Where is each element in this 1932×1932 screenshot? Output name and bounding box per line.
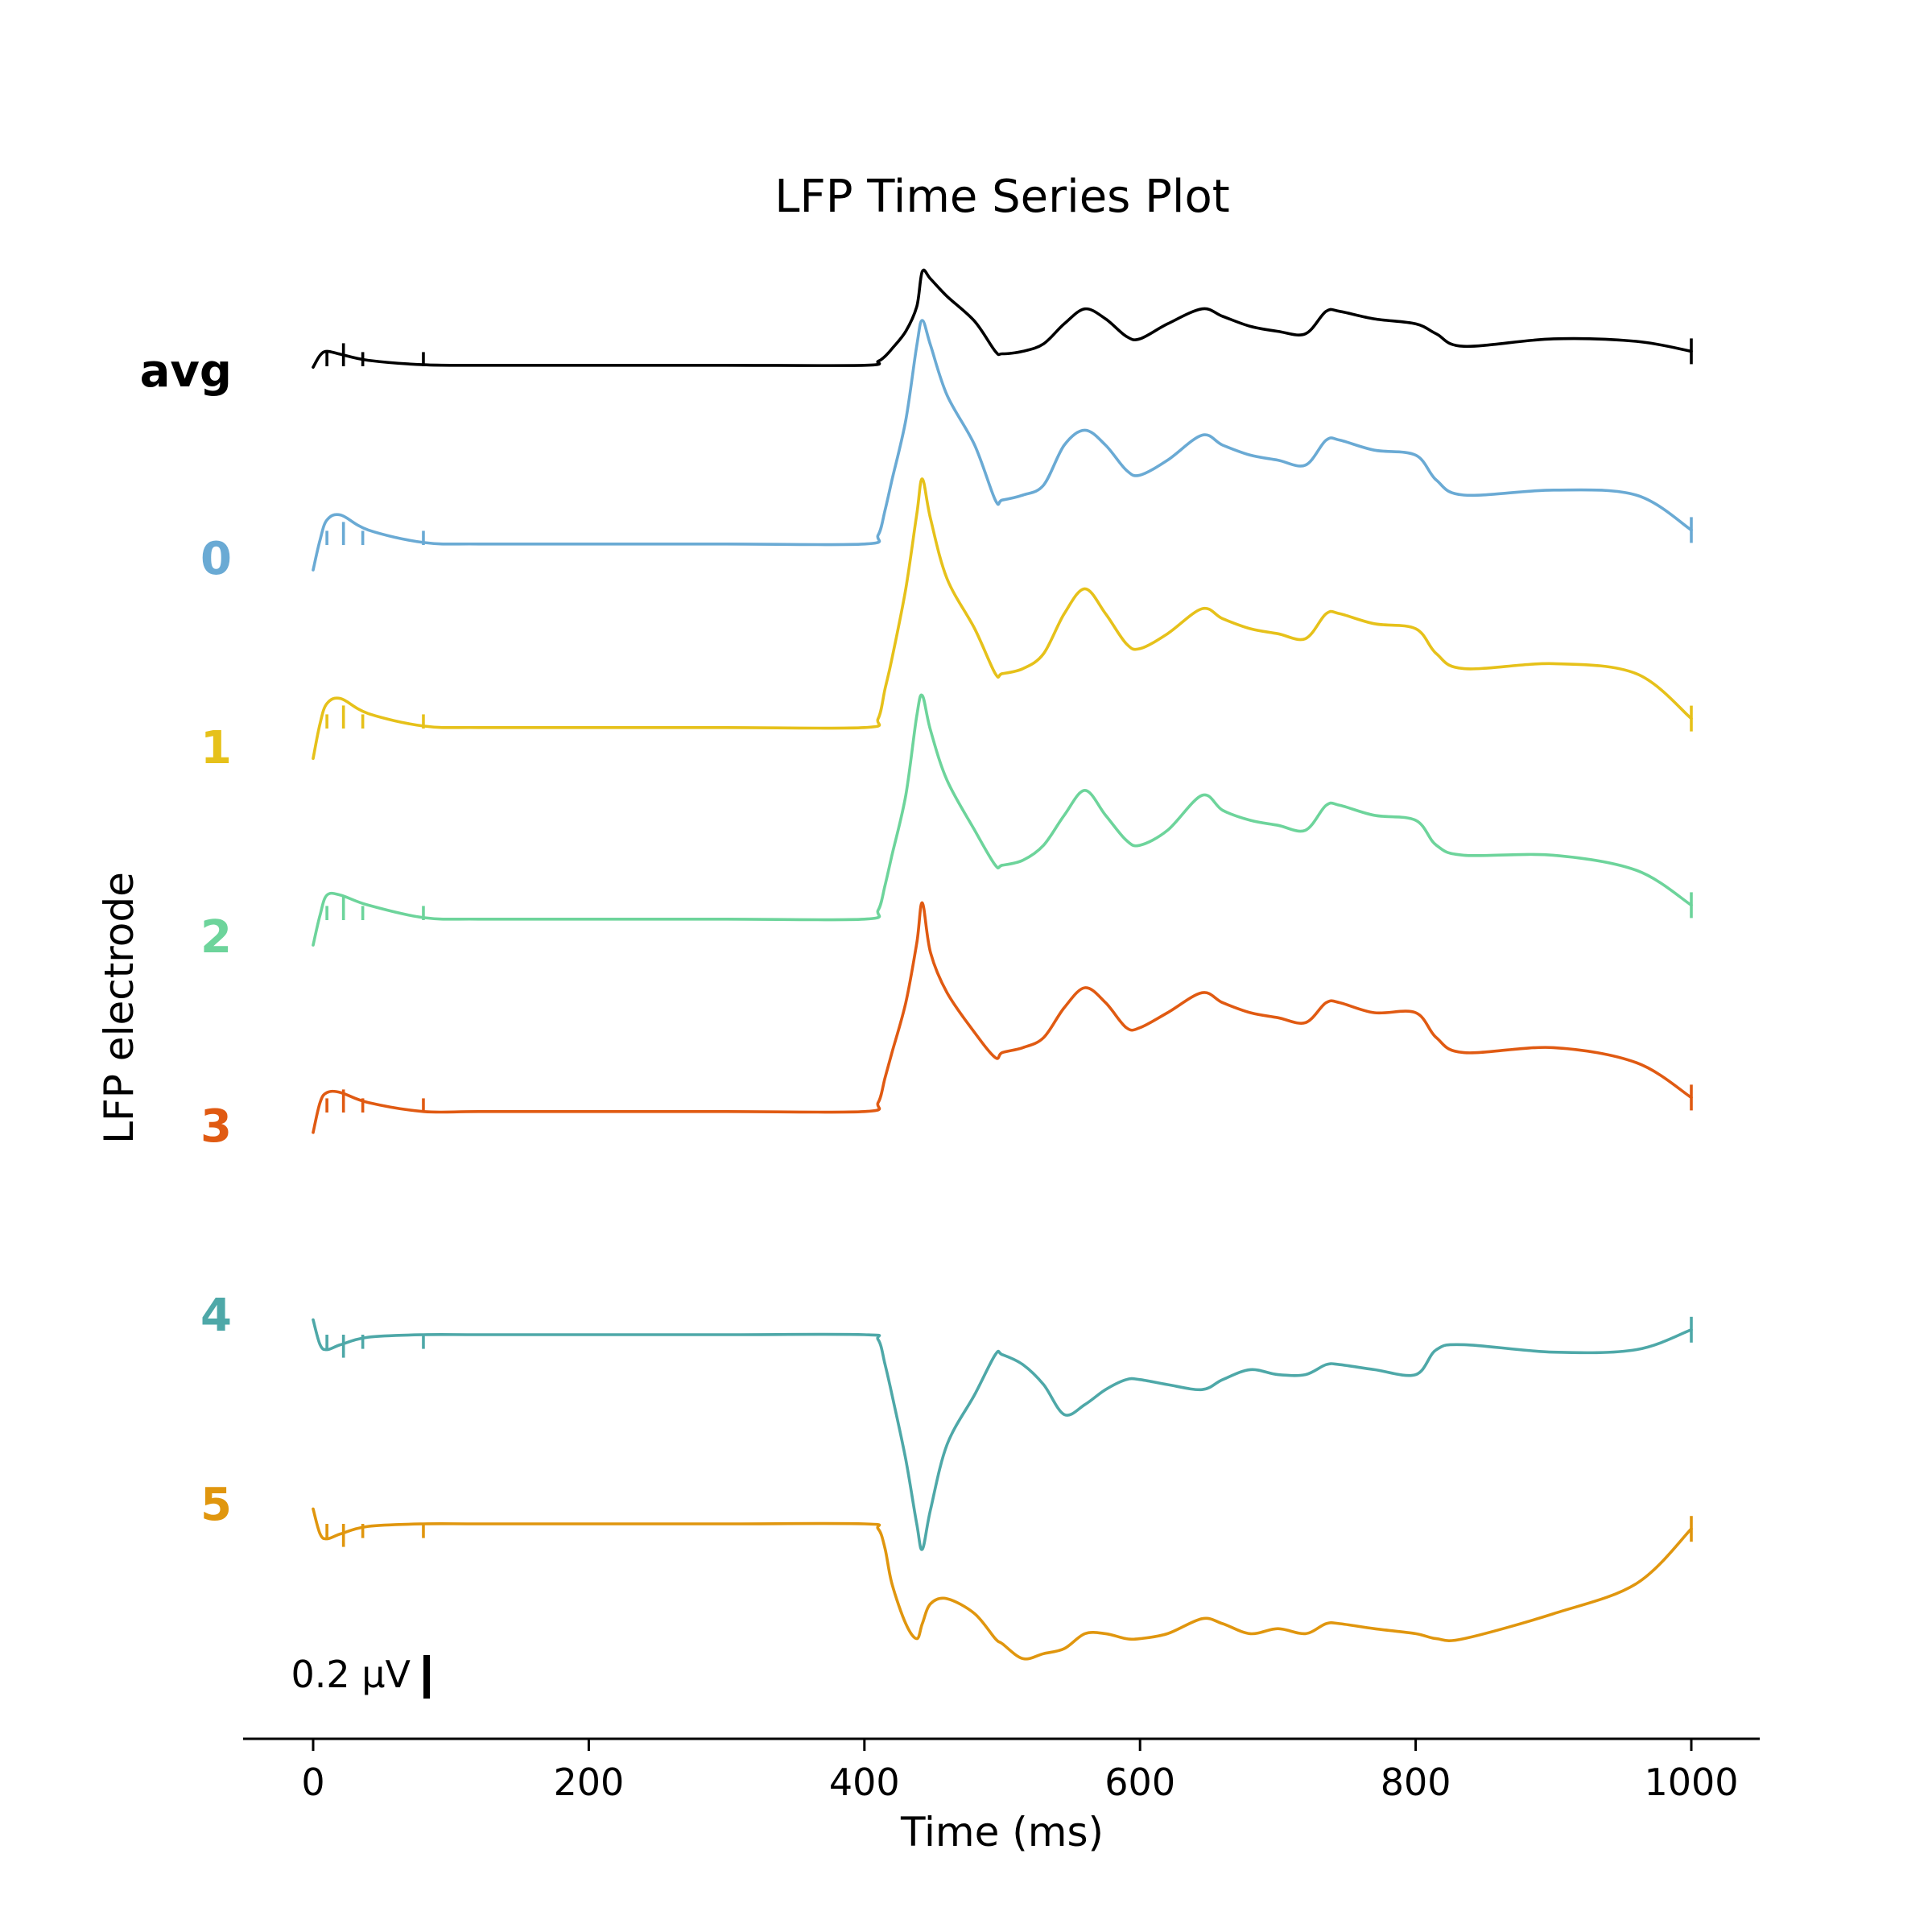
x-tick-label-4: 800 (1381, 1761, 1451, 1804)
channel-label-3: 3 (200, 1100, 232, 1153)
scale-bar: 0.2 μV (291, 1653, 430, 1699)
x-tick-label-3: 600 (1104, 1761, 1175, 1804)
trace-0 (312, 319, 1693, 572)
scale-bar-label: 0.2 μV (291, 1653, 411, 1696)
trace-2 (312, 693, 1693, 947)
x-axis: 0 200 400 600 800 1000 (243, 1737, 1760, 1804)
channel-labels-group: avg 0 1 2 3 4 5 (140, 345, 232, 1531)
channel-label-1: 1 (200, 722, 232, 774)
x-tick-label-2: 400 (829, 1761, 900, 1804)
channel-label-4: 4 (200, 1290, 232, 1342)
trace-avg (312, 268, 1693, 369)
y-axis-label: LFP electrode (96, 872, 142, 1144)
trace-3 (312, 901, 1693, 1134)
x-tick-label-1: 200 (553, 1761, 624, 1804)
x-axis-label: Time (ms) (900, 1809, 1104, 1856)
trace-4 (312, 1318, 1693, 1551)
traces-group (312, 268, 1693, 1661)
trace-1 (312, 477, 1693, 760)
stimulus-markers-group (325, 338, 1693, 1547)
channel-label-2: 2 (200, 911, 232, 964)
chart-title: LFP Time Series Plot (774, 171, 1229, 223)
channel-label-avg: avg (140, 345, 232, 398)
channel-label-5: 5 (200, 1479, 232, 1531)
x-tick-label-5: 1000 (1644, 1761, 1738, 1804)
trace-5 (312, 1507, 1693, 1661)
channel-label-0: 0 (200, 533, 232, 585)
x-tick-label-0: 0 (301, 1761, 324, 1804)
